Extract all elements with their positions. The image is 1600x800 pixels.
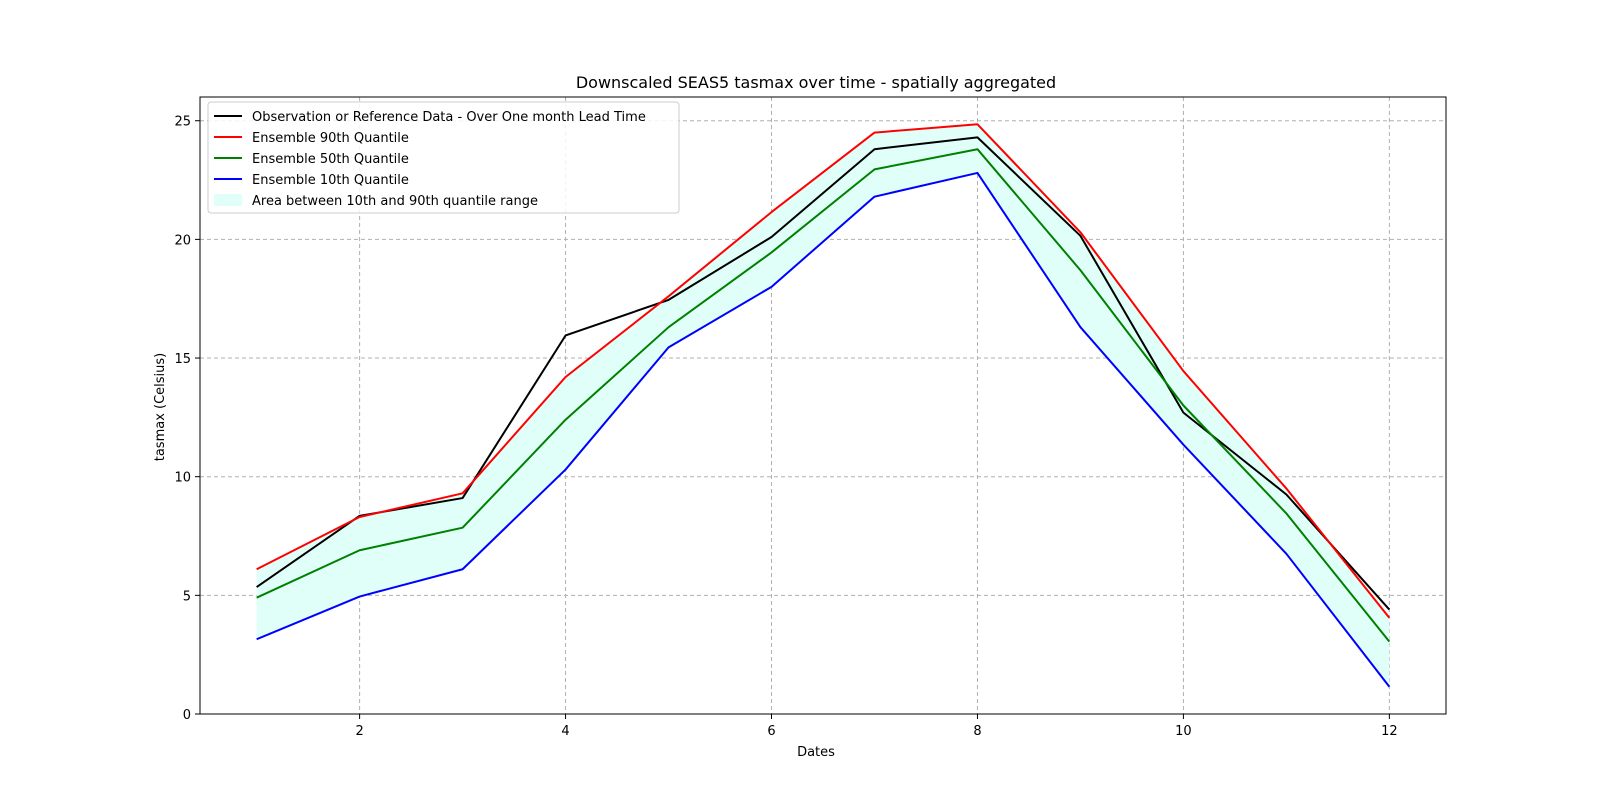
x-tick-label: 4 [561, 724, 569, 739]
y-tick-label: 20 [174, 233, 191, 248]
plot-area [199, 96, 1447, 715]
series-line-1 [256, 123, 1391, 619]
chart-title: Downscaled SEAS5 tasmax over time - spat… [576, 73, 1056, 92]
legend-label: Observation or Reference Data - Over One… [252, 110, 646, 125]
legend-label: Ensemble 10th Quantile [252, 173, 409, 188]
y-tick-label: 10 [174, 471, 191, 486]
y-tick-label: 25 [174, 115, 191, 130]
y-tick-label: 5 [183, 589, 191, 604]
x-axis-ticks: 2 4 6 8 10 12 [355, 714, 1398, 739]
x-axis-label: Dates [797, 745, 835, 760]
series-line-2 [256, 148, 1391, 643]
legend-box [207, 101, 680, 214]
y-tick-label: 0 [183, 708, 191, 723]
x-tick-label: 6 [767, 724, 775, 739]
series-line-0 [256, 136, 1391, 611]
x-tick-label: 10 [1175, 724, 1192, 739]
x-tick-label: 2 [355, 724, 363, 739]
legend-swatch [214, 194, 242, 206]
plot-frame [199, 96, 1447, 715]
legend-items: Observation or Reference Data - Over One… [214, 110, 646, 209]
series-line-3 [256, 171, 1391, 688]
y-axis-ticks: 0 5 10 15 20 25 [174, 115, 200, 723]
series-lines [256, 123, 1391, 688]
quantile-range-area [256, 124, 1390, 687]
y-tick-label: 15 [174, 352, 191, 367]
legend-label: Ensemble 90th Quantile [252, 131, 409, 146]
quantile-band-layer [256, 124, 1390, 687]
legend: Observation or Reference Data - Over One… [207, 101, 680, 214]
y-axis-label: tasmax (Celsius) [153, 353, 168, 462]
legend-label: Area between 10th and 90th quantile rang… [252, 194, 538, 209]
x-tick-label: 8 [973, 724, 981, 739]
legend-label: Ensemble 50th Quantile [252, 152, 409, 167]
x-tick-label: 12 [1381, 724, 1398, 739]
